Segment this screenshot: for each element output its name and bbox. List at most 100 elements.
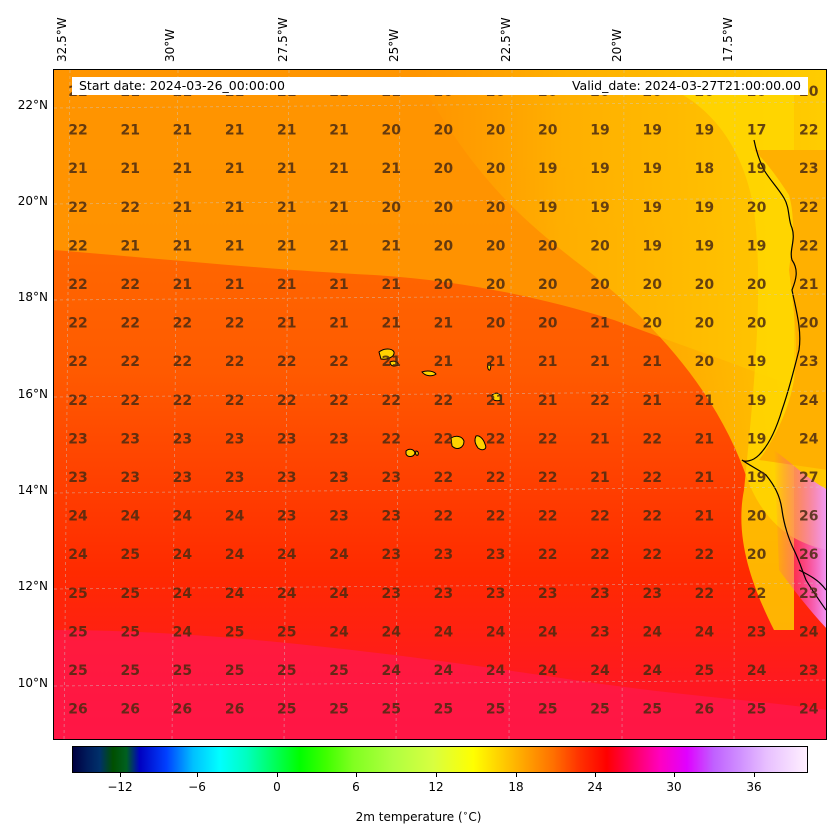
colorbar-tick-label: 0: [273, 780, 281, 794]
temperature-value-label: 22: [799, 200, 818, 216]
temperature-value-label: 25: [590, 702, 609, 718]
temperature-value-label: 19: [590, 161, 609, 177]
colorbar: [72, 746, 808, 773]
temperature-value-label: 23: [277, 509, 296, 525]
temperature-value-label: 21: [434, 354, 453, 370]
colorbar-tick: [197, 773, 198, 777]
temperature-value-label: 21: [173, 161, 192, 177]
temperature-value-label: 21: [590, 354, 609, 370]
temperature-value-label: 24: [225, 586, 245, 602]
colorbar-tick-label: 30: [666, 780, 682, 794]
temperature-value-label: 21: [277, 200, 296, 216]
temperature-value-label: 21: [381, 354, 400, 370]
temperature-value-label: 20: [747, 316, 767, 332]
temperature-value-label: 22: [642, 547, 661, 563]
temperature-value-label: 21: [381, 316, 400, 332]
temperature-value-label: 20: [486, 316, 506, 332]
temperature-value-label: 24: [799, 702, 819, 718]
temperature-value-label: 23: [590, 586, 609, 602]
temperature-value-label: 20: [486, 161, 506, 177]
temperature-value-label: 23: [434, 547, 453, 563]
temperature-value-label: 21: [538, 354, 557, 370]
temperature-value-label: 21: [695, 470, 714, 486]
temperature-value-label: 20: [434, 238, 454, 254]
lon-label-17-5w: 17.5°W: [721, 17, 735, 62]
temperature-value-label: 23: [486, 547, 505, 563]
temperature-value-label: 21: [381, 277, 400, 293]
temperature-value-label: 24: [173, 624, 193, 640]
temperature-value-label: 24: [799, 431, 819, 447]
temperature-value-label: 22: [538, 470, 557, 486]
temperature-value-label: 23: [173, 470, 192, 486]
temperature-value-label: 21: [225, 238, 244, 254]
temperature-value-label: 24: [642, 624, 662, 640]
temperature-value-label: 24: [434, 663, 454, 679]
temperature-value-label: 22: [68, 200, 87, 216]
temperature-value-label: 20: [538, 277, 558, 293]
temperature-value-label: 23: [329, 431, 348, 447]
temperature-value-label: 21: [381, 161, 400, 177]
temperature-value-label: 20: [538, 238, 558, 254]
temperature-value-label: 19: [642, 238, 661, 254]
temperature-value-label: 22: [68, 316, 87, 332]
temperature-value-label: 25: [695, 663, 714, 679]
temperature-value-label: 20: [590, 277, 610, 293]
temperature-value-label: 19: [695, 200, 714, 216]
temperature-value-label: 22: [329, 354, 348, 370]
temperature-value-label: 25: [120, 586, 139, 602]
cooler-zone-northeast: [414, 70, 826, 550]
temperature-value-label: 26: [799, 509, 818, 525]
temperature-value-label: 22: [799, 123, 818, 139]
temperature-value-label: 22: [747, 586, 766, 602]
temperature-value-label: 21: [225, 277, 244, 293]
temperature-value-label: 20: [747, 509, 767, 525]
temperature-value-label: 25: [329, 702, 348, 718]
temperature-value-label: 20: [538, 316, 558, 332]
temperature-value-label: 23: [225, 470, 244, 486]
temperature-value-label: 20: [538, 123, 558, 139]
temperature-value-label: 19: [538, 200, 557, 216]
temperature-value-label: 23: [68, 431, 87, 447]
temperature-value-label: 19: [747, 393, 766, 409]
land-fill: [754, 150, 826, 470]
temperature-value-label: 25: [225, 624, 244, 640]
temperature-value-label: 18: [695, 161, 714, 177]
temperature-value-label: 22: [434, 509, 453, 525]
temperature-value-label: 21: [329, 238, 348, 254]
temperature-value-label: 22: [120, 277, 139, 293]
temperature-value-label: 24: [642, 663, 662, 679]
temperature-value-label: 22: [434, 470, 453, 486]
temperature-value-label: 23: [747, 624, 766, 640]
temperature-value-label: 20: [642, 316, 662, 332]
temperature-value-label: 22: [68, 238, 87, 254]
temperature-value-label: 24: [225, 509, 245, 525]
temperature-value-label: 25: [277, 624, 296, 640]
date-info-bar: Start date: 2024-03-26_00:00:00 Valid_da…: [72, 77, 808, 95]
temperature-value-label: 25: [120, 663, 139, 679]
temperature-value-label: 23: [329, 470, 348, 486]
temperature-value-label: 21: [173, 277, 192, 293]
temperature-value-label: 21: [329, 277, 348, 293]
temperature-value-label: 21: [120, 161, 139, 177]
temperature-value-label: 24: [173, 547, 193, 563]
temperature-value-label: 24: [381, 624, 401, 640]
temperature-value-label: 22: [590, 547, 609, 563]
temperature-value-label: 21: [329, 123, 348, 139]
temperature-value-label: 23: [68, 470, 87, 486]
temperature-value-label: 25: [120, 624, 139, 640]
temperature-value-label: 25: [381, 702, 400, 718]
temperature-value-label: 19: [642, 200, 661, 216]
temperature-value-label: 20: [747, 200, 767, 216]
colorbar-title: 2m temperature (∘C): [355, 809, 482, 824]
temperature-value-label: 21: [695, 431, 714, 447]
temperature-value-label: 20: [434, 200, 454, 216]
lat-label-18n: 18°N: [17, 290, 48, 304]
temperature-value-label: 24: [225, 547, 245, 563]
temperature-value-label: 23: [225, 431, 244, 447]
lat-label-10n: 10°N: [17, 676, 48, 690]
temperature-value-label: 19: [695, 238, 714, 254]
temperature-value-label: 25: [225, 663, 244, 679]
colorbar-tick: [277, 773, 278, 777]
temperature-value-label: 23: [799, 354, 818, 370]
temperature-value-label: 25: [173, 663, 192, 679]
